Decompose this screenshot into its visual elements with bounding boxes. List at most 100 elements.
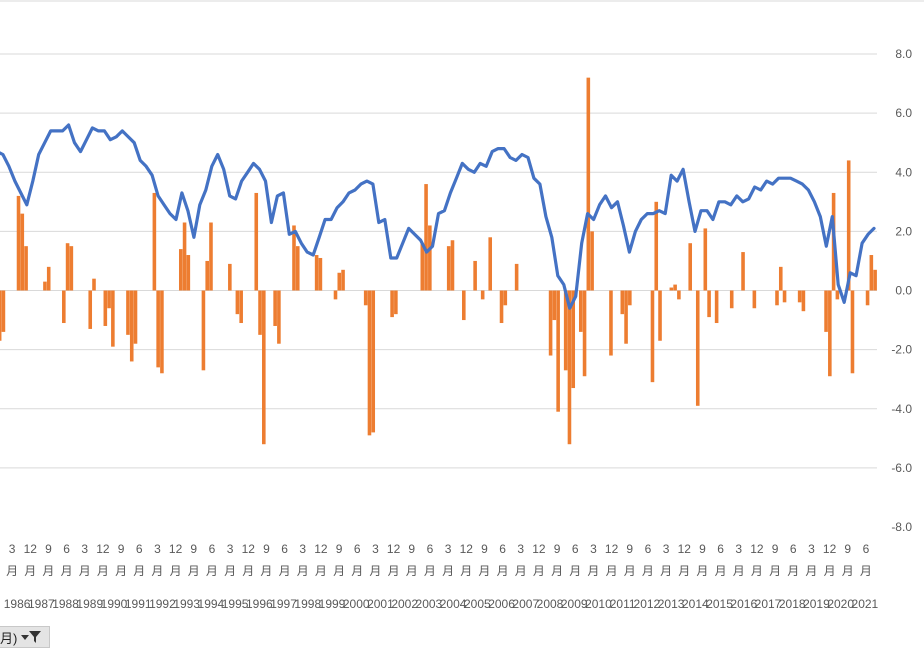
bar-mark [1, 290, 6, 332]
x-month-unit-label: 月 [551, 564, 563, 578]
x-month-unit-label: 月 [824, 564, 836, 578]
bar-mark [92, 278, 96, 291]
x-year-label: 2014 [682, 597, 709, 611]
bar-mark [688, 243, 693, 291]
bar-mark [333, 290, 338, 300]
x-month-unit-label: 月 [606, 564, 618, 578]
x-month-unit-label: 月 [733, 564, 745, 578]
x-month-unit-label: 月 [769, 564, 781, 578]
bar-mark [578, 290, 583, 332]
field-filter-button[interactable]: 月) [0, 626, 50, 648]
x-year-label: 2020 [827, 597, 854, 611]
gridlines [0, 0, 924, 469]
x-month-label: 6 [572, 542, 579, 556]
x-year-label: 1999 [319, 597, 346, 611]
x-month-unit-label: 月 [97, 564, 109, 578]
x-month-label: 3 [808, 542, 815, 556]
x-year-label: 2008 [537, 597, 564, 611]
bar-mark [567, 290, 572, 445]
x-month-unit-label: 月 [315, 564, 327, 578]
x-year-label: 1997 [270, 597, 297, 611]
x-month-label: 3 [9, 542, 16, 556]
bar-mark [424, 184, 428, 291]
x-month-unit-label: 月 [115, 564, 127, 578]
x-month-unit-label: 月 [569, 564, 581, 578]
x-year-label: 1995 [222, 597, 249, 611]
x-month-unit-label: 月 [188, 564, 200, 578]
x-month-label: 9 [481, 542, 488, 556]
bar-mark [450, 240, 455, 291]
x-month-unit-label: 月 [242, 564, 254, 578]
bar-mark [133, 290, 138, 344]
x-month-unit-label: 月 [678, 564, 690, 578]
bar-mark [24, 246, 28, 291]
bar-mark [446, 246, 451, 291]
bar-mark [0, 290, 2, 341]
x-year-label: 1994 [198, 597, 225, 611]
x-year-label: 2004 [440, 597, 467, 611]
x-month-unit-label: 月 [515, 564, 527, 578]
x-month-label: 3 [227, 542, 234, 556]
y-tick-label: -8.0 [891, 520, 912, 534]
x-year-label: 2012 [634, 597, 661, 611]
line-series [0, 123, 876, 310]
bar-mark [752, 290, 757, 309]
x-month-unit-label: 月 [42, 564, 54, 578]
bar-mark [782, 290, 787, 303]
bar-mark [337, 272, 342, 291]
x-month-unit-label: 月 [279, 564, 291, 578]
x-month-label: 12 [96, 542, 110, 556]
x-month-label: 9 [118, 542, 125, 556]
x-month-unit-label: 月 [170, 564, 182, 578]
x-month-unit-label: 月 [660, 564, 672, 578]
x-month-label: 12 [24, 542, 38, 556]
x-month-unit-label: 月 [297, 564, 309, 578]
bar-mark [20, 213, 25, 291]
y-tick-label: -6.0 [891, 461, 912, 475]
x-month-unit-label: 月 [424, 564, 436, 578]
x-year-label: 1988 [52, 597, 79, 611]
bar-mark [824, 290, 828, 332]
funnel-filter-icon[interactable] [29, 630, 42, 644]
bar-mark [186, 255, 191, 291]
y-tick-label: 0.0 [895, 284, 912, 298]
bar-mark [865, 290, 870, 306]
bar-mark [869, 255, 874, 291]
dropdown-caret-icon[interactable] [21, 633, 30, 641]
bar-mark [797, 290, 802, 303]
x-month-unit-label: 月 [442, 564, 454, 578]
bar-mark [201, 290, 206, 371]
bar-mark [88, 290, 93, 329]
x-month-label: 6 [645, 542, 652, 556]
x-year-label: 1986 [4, 597, 31, 611]
x-year-label: 2018 [779, 597, 806, 611]
bar-mark [586, 77, 591, 291]
bar-mark [235, 290, 240, 315]
x-month-label: 12 [605, 542, 619, 556]
y-axis-tick-labels: 8.0 6.0 4.0 2.0 0.0 -2.0 -4.0 -6.0 -8.0 [891, 47, 912, 534]
x-month-unit-label: 月 [497, 564, 509, 578]
bar-mark [582, 290, 587, 377]
x-month-label: 12 [532, 542, 546, 556]
bar-mark [258, 290, 262, 335]
x-month-unit-label: 月 [61, 564, 73, 578]
bar-mark [473, 260, 477, 291]
x-month-label: 6 [499, 542, 506, 556]
x-year-label: 2005 [464, 597, 491, 611]
bar-mark [828, 290, 832, 377]
x-month-label: 6 [427, 542, 434, 556]
x-year-label: 2011 [610, 597, 636, 611]
x-month-label: 12 [750, 542, 764, 556]
x-month-label: 9 [336, 542, 343, 556]
x-year-label: 2009 [561, 597, 588, 611]
x-month-unit-label: 月 [751, 564, 763, 578]
x-month-label: 3 [590, 542, 597, 556]
bar-mark [394, 290, 398, 315]
bar-mark [239, 290, 243, 324]
x-month-label: 3 [445, 542, 452, 556]
bar-mark [571, 290, 576, 389]
x-month-label: 12 [387, 542, 401, 556]
y-tick-label: 2.0 [895, 224, 912, 238]
